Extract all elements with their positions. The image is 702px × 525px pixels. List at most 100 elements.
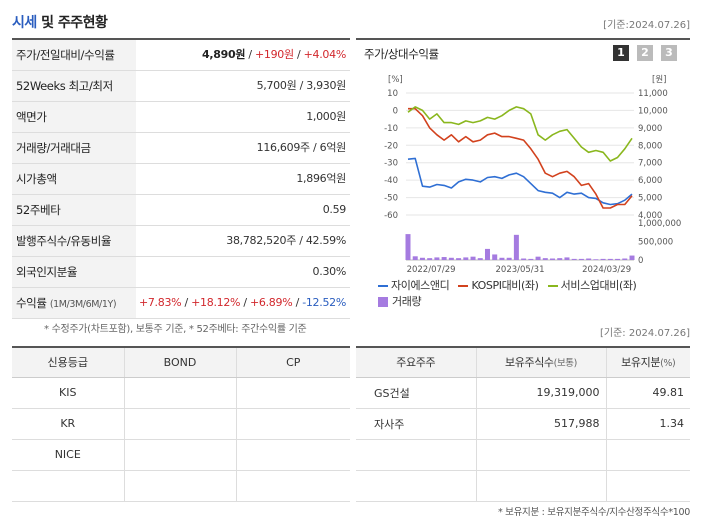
right-axis-tick: 11,000 [638,89,668,99]
legend-line-icon [547,285,558,287]
volume-bar [477,258,483,260]
volume-axis-tick: 500,000 [638,238,673,248]
summary-value: 1,000원 [306,110,346,123]
left-axis-tick: -10 [384,124,398,134]
summary-label: 52주베타 [12,195,136,225]
summary-row-beta: 52주베타 0.59 [12,195,350,226]
volume-bar [456,258,462,260]
volume-bar [419,257,425,260]
chart-title: 주가/상대수익률 [364,47,439,61]
summary-label: 수익률 (1M/3M/6M/1Y) [12,288,136,318]
summary-label: 거래량/거래대금 [12,133,136,163]
volume-bar [463,257,469,260]
price-relative-return-chart: [%] [원] 10 0 -10 -20 -30 -40 -50 -60 11,000 10,000 9… [384,75,681,275]
chart-page-1-button[interactable]: 1 [613,45,629,61]
legend-item-volume: 거래량 [378,293,422,309]
summary-footnote: * 수정주가(차트포함), 보통주 기준, * 52주베타: 주간수익률 기준 [44,324,307,335]
right-axis-tick: 4,000 [638,211,662,221]
summary-value: 116,609주 / 6억원 [256,141,347,154]
series-line-2 [408,107,633,209]
summary-row-market-cap: 시가총액 1,896억원 [12,164,350,195]
table-header-row: 주요주주 보유주식수(보통) 보유지분(%) [356,347,690,378]
volume-bar [448,257,454,260]
holders-reference-date: [기준: 2024.07.26] [599,328,690,339]
right-axis-tick: 10,000 [638,106,668,116]
legend-bar-icon [378,297,388,307]
legend-line-icon [458,285,469,287]
summary-label: 주가/전일대비/수익률 [12,40,136,70]
right-axis-tick: 7,000 [638,159,662,169]
summary-value: +7.83% / +18.12% / +6.89% / -12.52% [138,296,346,309]
summary-value: 1,896억원 [296,172,346,185]
table-row: KIS [12,377,350,409]
volume-bar [571,258,577,260]
summary-value: 4,890원 / +190원 / +4.04% [202,48,346,61]
summary-row-par-value: 액면가 1,000원 [12,102,350,133]
table-row: 자사주 517,988 1.34 [356,408,690,440]
summary-row-returns: 수익률 (1M/3M/6M/1Y) +7.83% / +18.12% / +6.… [12,288,350,319]
x-axis-tick: 2023/05/31 [496,265,545,275]
volume-bar [499,257,505,260]
volume-axis-tick: 0 [638,256,643,266]
summary-row-foreign: 외국인지분율 0.30% [12,257,350,288]
legend-item-service: 서비스업대비(좌) [547,277,637,293]
right-axis-tick: 6,000 [638,176,662,186]
volume-bar [492,254,498,260]
volume-axis-tick: 1,000,000 [638,219,681,229]
holders-footnote: * 보유지분 : 보유지분주식수/지수산정주식수*100 [497,507,690,518]
volume-bar [434,257,440,260]
summary-row-52weeks: 52Weeks 최고/최저 5,700원 / 3,930원 [12,71,350,102]
volume-bar [427,258,433,260]
table-row [12,470,350,502]
volume-bar [470,256,476,260]
volume-bar [521,258,527,260]
volume-bar [564,257,570,260]
credit-rating-table: 신용등급 BOND CP KIS KR NICE [12,346,350,502]
left-axis-tick: -40 [384,176,398,186]
section-header: 시세 및 주주현황 [기준:2024.07.26] [12,10,690,32]
volume-bar [593,259,599,260]
legend-item-kospi: KOSPI대비(좌) [458,277,539,293]
volume-bar [412,256,418,260]
table-header-row: 신용등급 BOND CP [12,347,350,378]
table-row: NICE [12,439,350,471]
summary-label: 52Weeks 최고/최저 [12,71,136,101]
right-axis-tick: 9,000 [638,124,662,134]
column-header: 보유주식수(보통) [476,347,607,378]
volume-bar [484,248,490,260]
column-header: 신용등급 [12,347,125,378]
summary-row-volume: 거래량/거래대금 116,609주 / 6억원 [12,133,350,164]
chart-page-2-button[interactable]: 2 [637,45,653,61]
series-line-1 [407,157,633,206]
volume-bar [441,257,447,260]
chart-page-3-button[interactable]: 3 [661,45,677,61]
legend-line-icon [378,285,388,287]
table-row: GS건설 19,319,000 49.81 [356,377,690,409]
left-axis-tick: -60 [384,211,398,221]
chart-legend: 자이에스앤디 KOSPI대비(좌) 서비스업대비(좌) 거래량 [378,277,688,309]
volume-bar [607,258,613,260]
table-row [356,439,690,471]
major-shareholders-table: 주요주주 보유주식수(보통) 보유지분(%) GS건설 19,319,000 49.… [356,346,690,502]
summary-value: 0.59 [322,203,347,216]
left-axis-tick: 10 [387,89,398,99]
chart-panel: 주가/상대수익률 1 2 3 [%] [원] 10 0 -10 -20 -30 -40 -50 -… [356,38,690,311]
series-line-3 [407,106,633,162]
volume-bar [513,234,519,260]
left-axis-tick: -30 [384,159,398,169]
summary-row-shares: 발행주식수/유동비율 38,782,520주 / 42.59% [12,226,350,257]
volume-bar [528,258,534,260]
title-rest: 및 주주현황 [36,15,108,31]
x-axis-tick: 2024/03/29 [582,265,631,275]
volume-bar [405,234,411,260]
volume-bar [615,258,621,260]
summary-value: 38,782,520주 / 42.59% [226,234,346,247]
volume-bar [557,258,563,260]
table-row: KR [12,408,350,440]
column-header: 주요주주 [356,347,477,378]
right-axis-tick: 5,000 [638,194,662,204]
left-axis-unit: [%] [388,75,403,85]
page-title: 시세 및 주주현황 [12,12,108,32]
summary-row-price: 주가/전일대비/수익률 4,890원 / +190원 / +4.04% [12,40,350,71]
volume-bar [622,258,628,260]
